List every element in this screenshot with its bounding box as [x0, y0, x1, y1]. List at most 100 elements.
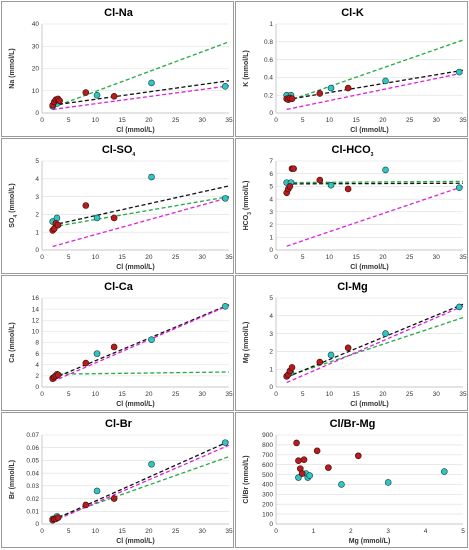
data-point-red	[293, 439, 300, 447]
y-tick-label: 4	[269, 196, 273, 203]
chart-title: Cl-Br	[105, 418, 133, 430]
y-tick-label: 10	[32, 88, 40, 95]
x-tick-label: 20	[145, 528, 153, 535]
data-point-red	[295, 457, 302, 465]
x-tick-label: 10	[92, 528, 100, 535]
trend-line	[52, 440, 230, 521]
y-tick-label: 0	[35, 110, 39, 117]
x-tick-label: 25	[172, 117, 180, 124]
data-point-red	[54, 221, 62, 229]
y-tick-label: 2	[269, 349, 273, 356]
data-point-red	[290, 165, 297, 172]
y-tick-label: 2	[35, 373, 39, 380]
y-tick-label: 400	[262, 482, 273, 489]
y-tick-label: 0	[269, 110, 273, 117]
trend-line	[52, 41, 230, 109]
data-point-cyan	[93, 350, 101, 357]
data-point-red	[82, 359, 90, 367]
y-axis-label: K (mmol/L)	[243, 50, 250, 87]
trend-line	[286, 305, 464, 384]
trend-line	[52, 185, 230, 226]
x-tick-label: 35	[459, 391, 467, 398]
chart-title: Cl-K	[341, 7, 364, 19]
trend-line	[52, 195, 230, 228]
x-tick-label: 0	[40, 117, 44, 124]
chart-title: Cl-Na	[104, 7, 134, 19]
data-point-cyan	[93, 214, 101, 222]
x-tick-label: 25	[406, 254, 414, 261]
trend-line	[52, 85, 230, 111]
trend-line	[286, 69, 464, 101]
x-tick-label: 20	[145, 117, 153, 124]
y-tick-label: 16	[32, 295, 40, 302]
trend-line	[286, 316, 464, 377]
data-point-red	[316, 90, 324, 97]
x-tick-label: 10	[326, 117, 334, 124]
chart-panel-cl-mg: Cl-Mg 0 1 2 3 4 5 0 5 10 15 20 25 30 35 Cl (mmol/L) Mg (…	[235, 275, 468, 411]
x-tick-label: 20	[145, 391, 153, 398]
y-tick-label: 0	[269, 247, 273, 254]
x-tick-label: 30	[433, 254, 441, 261]
data-point-cyan	[327, 351, 335, 359]
x-tick-label: 30	[433, 117, 441, 124]
x-tick-label: 35	[225, 254, 233, 261]
y-tick-label: 3	[269, 209, 273, 216]
x-tick-label: 15	[119, 117, 127, 124]
x-tick-label: 25	[172, 391, 180, 398]
data-point-red	[56, 97, 63, 105]
data-point-red	[82, 202, 90, 209]
data-point-cyan	[148, 79, 155, 87]
chart-svg: Cl-HCO3 0 1 2 3 4 5 6 7 0 5 10 15 20 25 30 35 Cl (mmol/L)…	[243, 144, 467, 271]
chart-svg: Cl-SO4 0 1 2 3 4 5 0 5 10 15 20 25 30 35 Cl (mmol/L) SO4…	[9, 144, 233, 271]
y-tick-label: 0.04	[26, 470, 39, 477]
data-point-cyan	[93, 487, 101, 495]
data-point-cyan	[53, 214, 61, 222]
y-tick-label: 0.4	[264, 75, 273, 82]
y-tick-label: 300	[262, 492, 273, 499]
x-tick-label: 30	[199, 528, 207, 535]
trend-line	[52, 444, 230, 523]
chart-svg: Cl-Mg 0 1 2 3 4 5 0 5 10 15 20 25 30 35 Cl (mmol/L) Mg (…	[243, 281, 467, 408]
data-point-red	[316, 176, 324, 184]
y-tick-label: 700	[262, 452, 273, 459]
data-point-red	[313, 447, 321, 455]
y-tick-label: 800	[262, 442, 273, 449]
chart-title: Cl-Ca	[104, 281, 134, 293]
x-axis-label: Cl (mmol/L)	[350, 264, 389, 271]
y-tick-label: 3	[35, 194, 39, 201]
x-tick-label: 10	[92, 391, 100, 398]
x-tick-label: 35	[459, 254, 467, 261]
x-tick-label: 15	[119, 528, 127, 535]
x-tick-label: 25	[172, 254, 180, 261]
trend-line	[286, 303, 464, 378]
y-tick-label: 0.6	[264, 57, 273, 64]
y-tick-label: 0	[269, 521, 273, 528]
x-tick-label: 10	[326, 254, 334, 261]
y-axis-label: HCO3 (mmol/L)	[243, 181, 253, 231]
x-tick-label: 3	[386, 528, 390, 535]
data-point-cyan	[382, 77, 389, 85]
x-axis-label: Cl (mmol/L)	[116, 127, 155, 134]
x-tick-label: 5	[461, 528, 465, 535]
data-point-cyan	[221, 439, 229, 446]
x-tick-label: 25	[406, 391, 414, 398]
y-tick-label: 2	[35, 212, 39, 219]
y-tick-label: 10	[32, 329, 40, 336]
x-tick-label: 25	[172, 528, 180, 535]
x-tick-label: 10	[92, 254, 100, 261]
chart-svg: Cl-Ca 0 2 4 6 8 10 12 14 16 0 5 10 15 20 25 30 35 Cl (mmol…	[9, 281, 233, 408]
y-tick-label: 5	[35, 158, 39, 165]
chart-panel-cl-br-mg: Cl/Br-Mg 0 100 200 300 400 500 600 700 800 900 0 1 2 3…	[235, 412, 468, 548]
x-tick-label: 0	[40, 391, 44, 398]
trend-line	[286, 182, 464, 185]
trend-line	[286, 39, 464, 103]
trend-line	[52, 304, 230, 383]
data-point-red	[325, 464, 332, 471]
x-tick-label: 20	[379, 391, 387, 398]
x-tick-label: 15	[119, 254, 127, 261]
data-point-red	[54, 371, 62, 379]
trend-line	[52, 371, 230, 375]
x-tick-label: 30	[199, 117, 207, 124]
x-tick-label: 15	[353, 254, 361, 261]
chart-title: Cl-HCO3	[332, 144, 374, 158]
